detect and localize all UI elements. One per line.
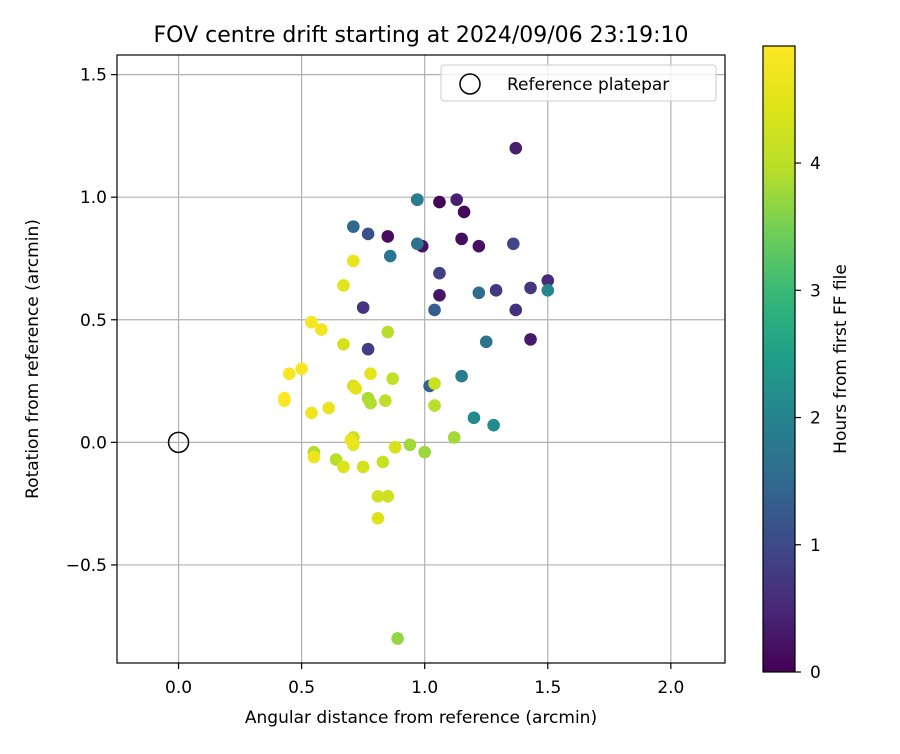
data-point bbox=[457, 205, 471, 219]
data-point bbox=[386, 372, 399, 385]
data-point bbox=[381, 489, 395, 503]
data-point bbox=[347, 254, 360, 268]
data-point bbox=[349, 382, 363, 395]
legend: Reference platepar bbox=[440, 64, 717, 102]
data-point bbox=[507, 237, 520, 251]
data-point bbox=[418, 445, 431, 459]
colorbar-tick-label: 1 bbox=[810, 536, 821, 556]
data-point bbox=[403, 438, 417, 452]
data-point bbox=[428, 399, 441, 412]
colorbar-tick-label: 0 bbox=[810, 663, 821, 683]
data-point bbox=[295, 362, 308, 376]
reference-platepar-marker bbox=[167, 431, 190, 454]
data-point bbox=[455, 232, 468, 246]
data-point bbox=[381, 325, 395, 339]
data-point bbox=[356, 460, 370, 474]
data-point bbox=[383, 249, 397, 263]
data-point bbox=[391, 632, 404, 645]
data-point bbox=[472, 239, 486, 253]
data-point bbox=[347, 220, 360, 233]
data-point bbox=[364, 367, 377, 381]
data-point bbox=[467, 411, 481, 425]
data-point bbox=[541, 284, 555, 297]
data-point bbox=[411, 193, 424, 206]
data-point bbox=[388, 440, 402, 454]
data-point bbox=[364, 396, 377, 410]
axes: 0.0 0.5 1.0 1.5 2.0 −0.5 0.0 0.5 1.0 1.5 bbox=[66, 54, 726, 698]
data-point bbox=[411, 237, 424, 251]
data-point bbox=[305, 406, 318, 420]
data-point bbox=[371, 489, 385, 503]
data-point bbox=[428, 377, 441, 390]
x-tick-label: 0.0 bbox=[165, 678, 192, 698]
chart-title: FOV centre drift starting at 2024/09/06 … bbox=[154, 23, 689, 48]
data-point bbox=[428, 303, 441, 317]
data-point bbox=[447, 431, 461, 444]
x-axis-label: Angular distance from reference (arcmin) bbox=[245, 708, 597, 728]
data-point bbox=[524, 281, 537, 295]
data-point bbox=[361, 342, 375, 356]
data-point bbox=[509, 141, 523, 155]
data-point bbox=[433, 266, 446, 280]
colorbar-tick-label: 4 bbox=[810, 154, 821, 174]
data-point bbox=[472, 286, 486, 300]
y-tick-label: 0.5 bbox=[80, 311, 107, 331]
data-point bbox=[487, 418, 500, 432]
data-point bbox=[541, 274, 555, 287]
x-tick-label: 1.5 bbox=[534, 678, 561, 698]
x-tick-label: 0.5 bbox=[288, 678, 315, 698]
data-point bbox=[344, 433, 358, 447]
data-point bbox=[278, 391, 291, 405]
data-point bbox=[433, 288, 446, 302]
data-point bbox=[337, 460, 350, 474]
grid bbox=[117, 55, 725, 663]
plot-frame bbox=[116, 54, 726, 664]
data-point bbox=[489, 284, 503, 297]
data-point bbox=[283, 367, 296, 381]
data-point bbox=[337, 279, 350, 292]
legend-box bbox=[440, 64, 717, 102]
data-point bbox=[315, 323, 328, 336]
data-point bbox=[371, 512, 385, 525]
x-tick-label: 2.0 bbox=[657, 678, 684, 698]
legend-marker-reference bbox=[459, 73, 481, 95]
legend-label-reference: Reference platepar bbox=[507, 75, 669, 95]
colorbar-gradient bbox=[762, 45, 796, 673]
data-point bbox=[337, 337, 350, 351]
colorbar: 0 1 2 3 4 bbox=[762, 45, 821, 683]
data-point bbox=[450, 193, 463, 206]
colorbar-tick-label: 3 bbox=[810, 281, 821, 301]
data-point bbox=[433, 195, 446, 209]
y-tick-label: 1.0 bbox=[80, 188, 107, 208]
data-point bbox=[479, 335, 493, 349]
data-point bbox=[307, 450, 321, 464]
data-point bbox=[376, 455, 390, 469]
data-point bbox=[361, 227, 375, 241]
data-point bbox=[322, 401, 335, 415]
data-point bbox=[379, 394, 392, 407]
colorbar-label: Hours from first FF file bbox=[831, 264, 851, 454]
data-point bbox=[381, 230, 395, 243]
data-point bbox=[524, 333, 537, 346]
y-tick-label: −0.5 bbox=[66, 556, 107, 576]
data-point bbox=[356, 301, 370, 314]
x-tick-label: 1.0 bbox=[411, 678, 438, 698]
data-point bbox=[455, 369, 468, 383]
y-tick-label: 0.0 bbox=[80, 433, 107, 453]
data-point bbox=[305, 315, 318, 329]
data-point bbox=[509, 303, 523, 317]
data-points bbox=[167, 141, 555, 645]
colorbar-tick-label: 2 bbox=[810, 409, 821, 429]
y-axis-label: Rotation from reference (arcmin) bbox=[23, 219, 43, 499]
y-tick-label: 1.5 bbox=[80, 66, 107, 86]
